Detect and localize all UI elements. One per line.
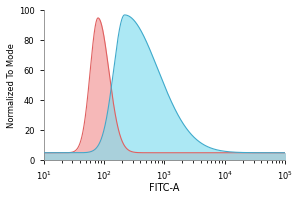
Y-axis label: Normalized To Mode: Normalized To Mode [7, 43, 16, 128]
X-axis label: FITC-A: FITC-A [149, 183, 179, 193]
